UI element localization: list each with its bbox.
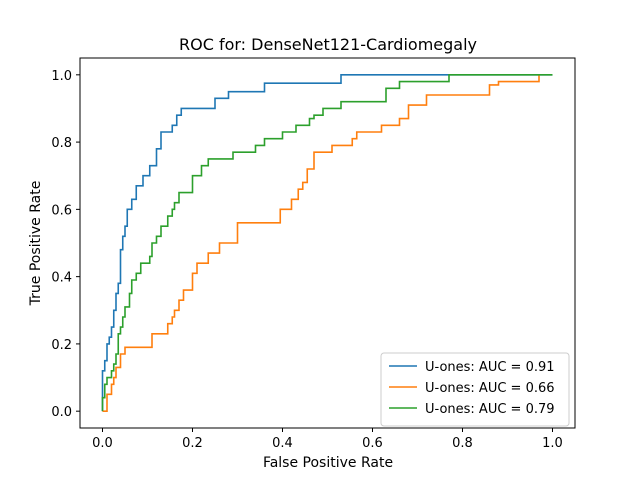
series-group: [101, 74, 553, 412]
roc-series-line-2: [102, 74, 540, 412]
y-tick-label: 0.4: [51, 271, 72, 286]
legend: U-ones: AUC = 0.91 U-ones: AUC = 0.66 U-on…: [380, 352, 570, 427]
x-axis-label: False Positive Rate: [263, 455, 393, 471]
y-tick-label: 1.0: [51, 69, 72, 84]
y-tick-label: 0.2: [51, 338, 72, 353]
legend-box: [380, 352, 570, 427]
axes: 0.0 0.2 0.4 0.6 0.8 1.0 0.0 0.2 0.4 0.6 0.8 1.0: [51, 57, 576, 451]
legend-label-1: U-ones: AUC = 0.91: [425, 360, 555, 375]
legend-label-2: U-ones: AUC = 0.66: [425, 381, 555, 396]
legend-label-3: U-ones: AUC = 0.79: [425, 402, 555, 417]
y-tick-label: 0.6: [51, 203, 72, 218]
chart-title: ROC for: DenseNet121-Cardiomegaly: [179, 35, 477, 54]
roc-series-line-3: [101, 74, 553, 412]
x-tick-label: 0.0: [92, 436, 113, 451]
y-tick-label: 0.8: [51, 136, 72, 151]
x-tick-label: 0.4: [272, 436, 293, 451]
x-tick-label: 0.8: [452, 436, 473, 451]
plot-frame: [79, 57, 576, 429]
roc-series-line-1: [101, 74, 553, 412]
y-axis-label: True Positive Rate: [28, 181, 44, 307]
x-tick-label: 1.0: [542, 436, 563, 451]
y-tick-label: 0.0: [51, 405, 72, 420]
x-tick-label: 0.6: [362, 436, 383, 451]
x-tick-label: 0.2: [182, 436, 203, 451]
